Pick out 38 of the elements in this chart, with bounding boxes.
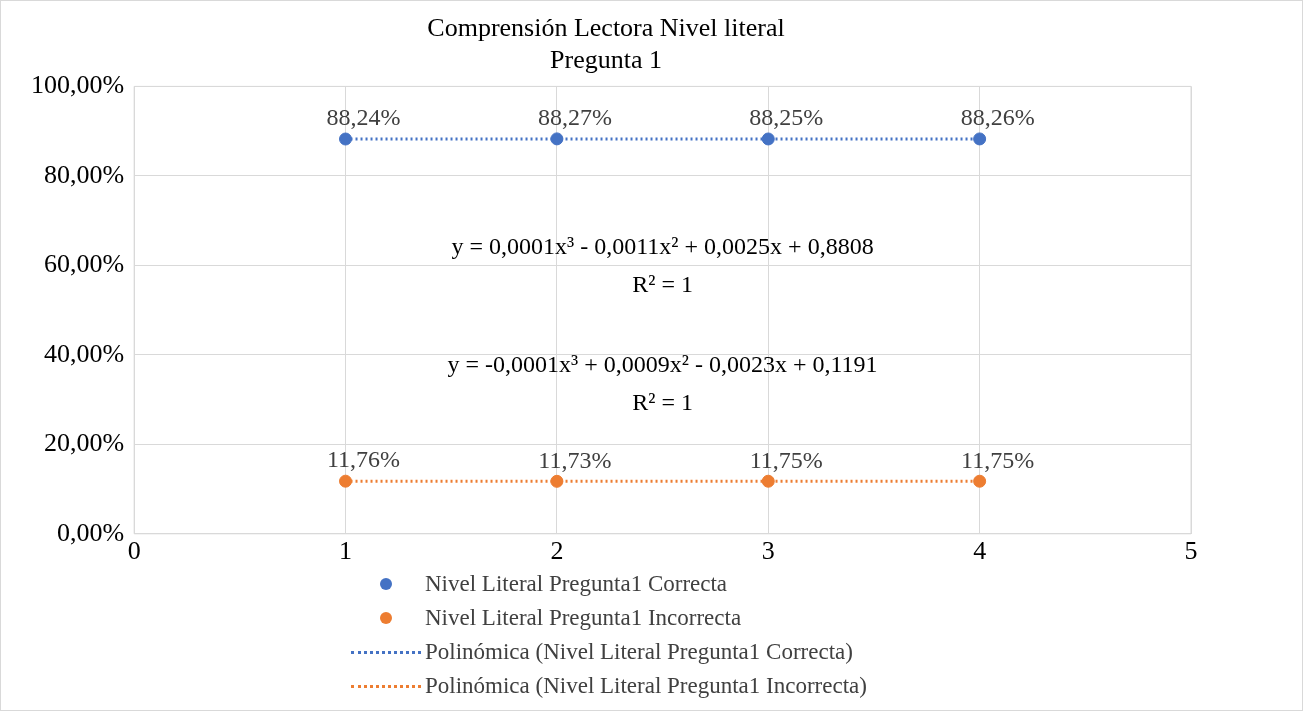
point	[973, 132, 987, 146]
point	[550, 132, 564, 146]
point	[339, 474, 353, 488]
point	[550, 474, 564, 488]
data-label: 11,73%	[538, 446, 612, 473]
point	[761, 132, 775, 146]
y-tick-label: 80,00%	[43, 159, 125, 189]
x-tick-label: 4	[973, 536, 987, 566]
annotation: R² = 1	[632, 270, 693, 297]
x-tick-label: 0	[127, 536, 141, 566]
annotation: y = 0,0001x³ - 0,0011x² + 0,0025x + 0,8808	[451, 232, 874, 259]
chart-title: Comprensión Lectora Nivel literal	[427, 13, 785, 43]
data-label: 88,24%	[326, 104, 401, 131]
data-label: 88,26%	[960, 104, 1035, 131]
x-tick-label: 1	[339, 536, 353, 566]
chart-subtitle: Pregunta 1	[550, 44, 662, 74]
legend-label: Nivel Literal Pregunta1 Correcta	[425, 571, 728, 597]
point	[339, 132, 353, 146]
data-label: 11,76%	[326, 446, 401, 473]
point	[761, 474, 775, 488]
x-tick-label: 3	[761, 536, 775, 566]
annotation: y = -0,0001x³ + 0,0009x² - 0,0023x + 0,1191	[447, 351, 878, 378]
legend-label: Polinómica (Nivel Literal Pregunta1 Incorrecta)	[425, 673, 867, 699]
y-tick-label: 60,00%	[43, 249, 125, 279]
legend-label: Polinómica (Nivel Literal Pregunta1 Correcta)	[425, 639, 853, 665]
annotation: R² = 1	[632, 389, 693, 416]
data-label: 11,75%	[749, 446, 823, 473]
point	[973, 474, 987, 488]
y-tick-label: 20,00%	[43, 428, 125, 458]
x-tick-label: 5	[1184, 536, 1198, 566]
y-tick-label: 100,00%	[30, 70, 125, 100]
y-tick-label: 40,00%	[43, 338, 125, 368]
data-label: 88,25%	[749, 104, 824, 131]
x-tick-label: 2	[550, 536, 564, 566]
y-tick-label: 0,00%	[56, 517, 125, 547]
legend-label: Nivel Literal Pregunta1 Incorrecta	[425, 605, 742, 631]
data-label: 88,27%	[537, 104, 612, 131]
data-label: 11,75%	[961, 446, 1035, 473]
